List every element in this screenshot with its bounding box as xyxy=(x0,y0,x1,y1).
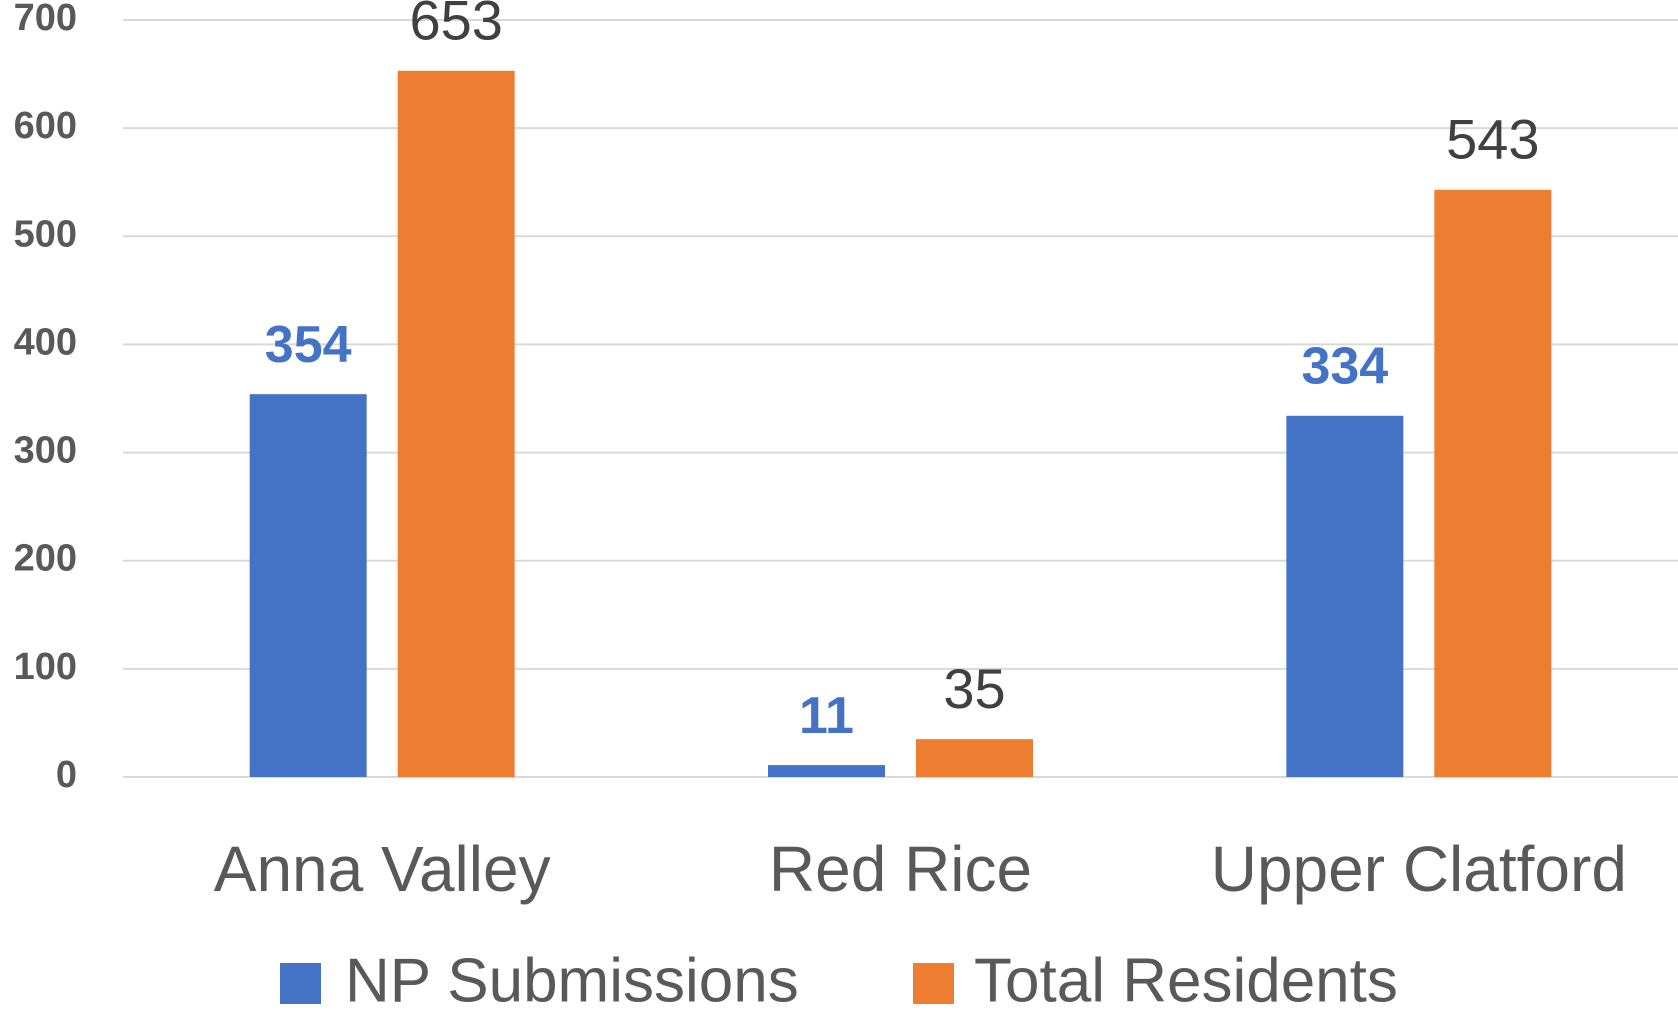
bar xyxy=(397,70,515,777)
x-tick-label: Upper Clatford xyxy=(1211,833,1627,905)
x-tick-label: Red Rice xyxy=(769,833,1032,905)
y-tick-label: 400 xyxy=(14,321,77,363)
data-label: 35 xyxy=(943,657,1005,720)
bar xyxy=(249,394,367,777)
y-tick-label: 300 xyxy=(14,430,77,472)
legend-label: Total Residents xyxy=(974,946,1398,1015)
data-label: 653 xyxy=(409,0,502,52)
y-tick-label: 500 xyxy=(14,213,77,255)
y-tick-label: 700 xyxy=(14,0,77,39)
bar xyxy=(916,739,1033,777)
data-label: 354 xyxy=(265,316,352,374)
data-label: 11 xyxy=(799,687,854,745)
data-label: 543 xyxy=(1446,108,1539,171)
bar xyxy=(768,765,885,777)
y-tick-label: 0 xyxy=(56,754,77,796)
legend-swatch xyxy=(913,963,954,1004)
y-tick-label: 600 xyxy=(14,105,77,147)
data-label: 334 xyxy=(1301,338,1388,396)
y-tick-label: 200 xyxy=(14,538,77,580)
legend-label: NP Submissions xyxy=(345,946,799,1015)
bar xyxy=(1286,415,1404,777)
y-tick-label: 100 xyxy=(14,646,77,688)
bar xyxy=(1434,189,1552,777)
x-tick-label: Anna Valley xyxy=(214,833,551,905)
legend-swatch xyxy=(280,963,321,1004)
